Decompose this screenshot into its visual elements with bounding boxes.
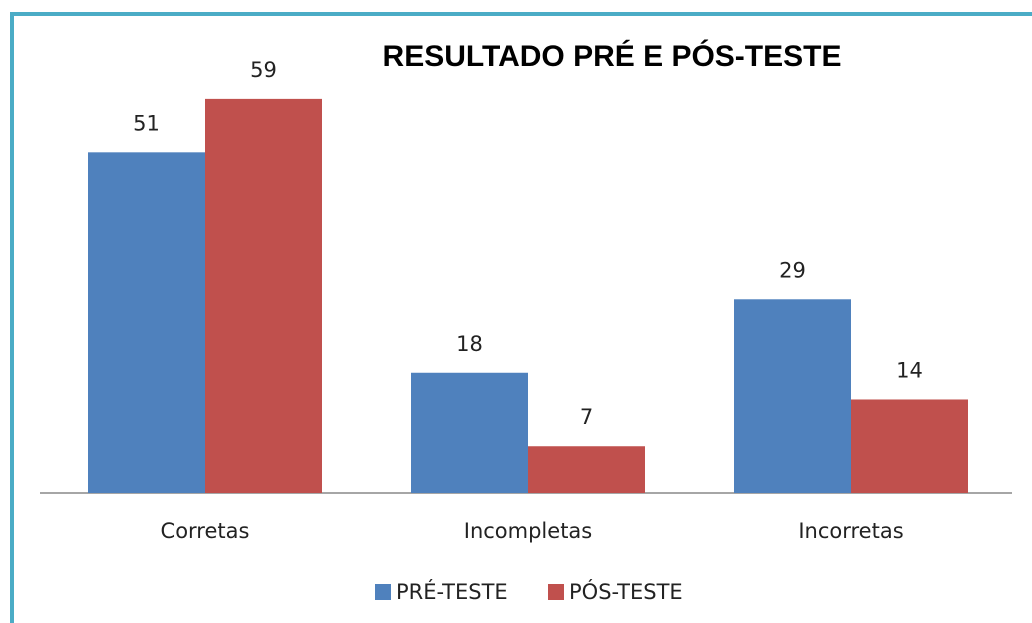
bar — [734, 299, 851, 493]
bar — [411, 372, 528, 493]
bar — [88, 152, 205, 493]
bar — [851, 399, 968, 493]
x-tick-label: Incompletas — [464, 519, 592, 543]
legend-swatch — [548, 584, 564, 600]
data-label: 14 — [896, 358, 923, 382]
chart-title: RESULTADO PRÉ E PÓS-TESTE — [383, 39, 842, 73]
data-label: 29 — [779, 258, 806, 282]
bar — [205, 98, 322, 493]
bar — [528, 446, 645, 493]
data-label: 7 — [580, 405, 593, 429]
x-tick-label: Corretas — [161, 519, 250, 543]
legend-label: PRÉ-TESTE — [396, 579, 508, 604]
legend-swatch — [375, 584, 391, 600]
data-label: 51 — [133, 111, 160, 135]
data-label: 59 — [250, 58, 277, 82]
data-label: 18 — [456, 332, 483, 356]
legend-label: PÓS-TESTE — [569, 579, 683, 604]
x-tick-label: Incorretas — [798, 519, 903, 543]
